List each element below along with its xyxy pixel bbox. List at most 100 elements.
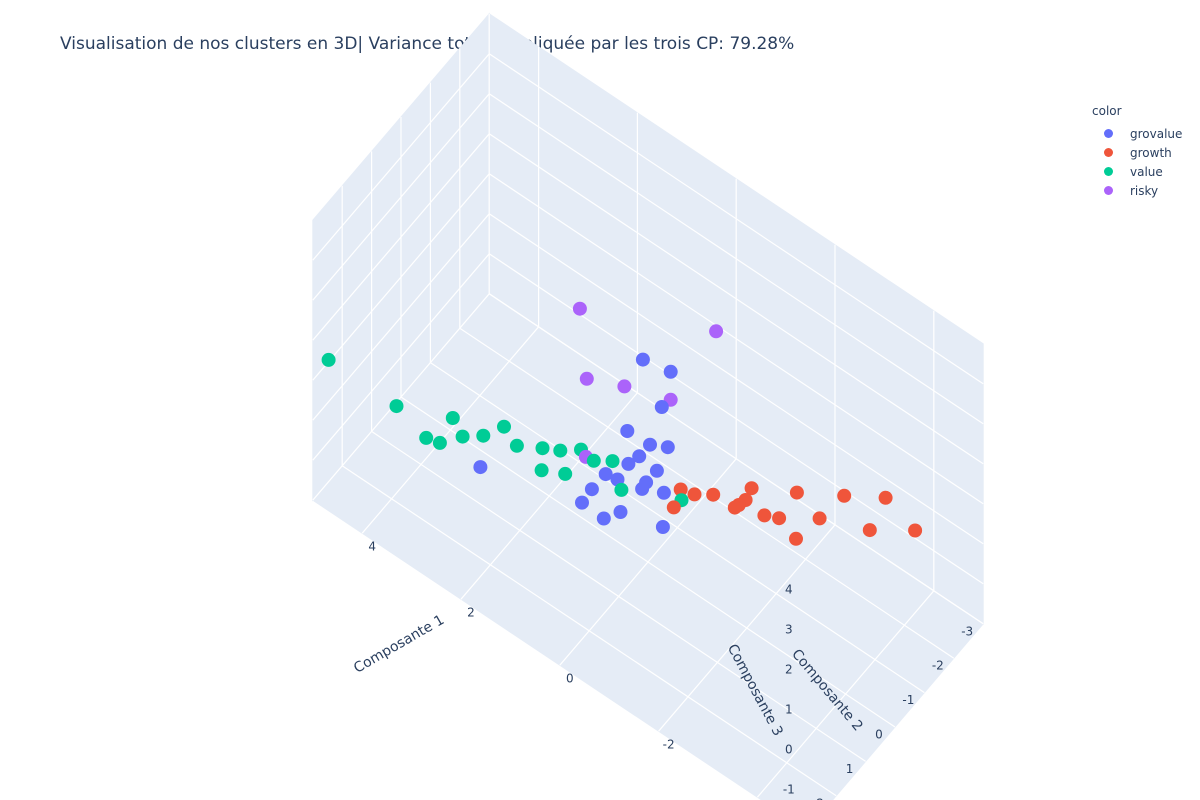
point-growth (789, 485, 804, 500)
x-tick-label: -2 (663, 738, 675, 752)
legend-marker-icon (1104, 186, 1113, 195)
z-grid-wall-y (488, 253, 984, 585)
point-grovalue (621, 456, 636, 471)
z-grid-wall-x (312, 253, 490, 461)
point-value (534, 463, 549, 478)
legend-item-grovalue[interactable]: grovalue (1092, 124, 1182, 143)
point-growth (744, 481, 759, 496)
point-value (558, 466, 573, 481)
point-risky (709, 324, 724, 339)
axis-panes (312, 12, 984, 800)
z-tick-label: -1 (783, 783, 795, 797)
point-growth (789, 531, 803, 546)
point-risky (617, 379, 632, 394)
point-grovalue (660, 440, 675, 455)
legend-label: grovalue (1130, 126, 1183, 141)
legend-title: color (1092, 104, 1122, 118)
y-tick-label: -2 (932, 659, 944, 673)
point-growth (772, 511, 787, 526)
legend-item-risky[interactable]: risky (1092, 181, 1182, 200)
z-grid-wall-x (312, 173, 490, 381)
point-grovalue (473, 460, 488, 475)
point-value (535, 441, 550, 456)
point-grovalue (620, 424, 635, 438)
point-growth (727, 500, 742, 515)
point-grovalue (635, 481, 650, 496)
z-grid-wall-y (488, 173, 984, 505)
point-grovalue (635, 352, 650, 367)
point-growth (908, 523, 923, 538)
point-grovalue (643, 437, 657, 452)
point-grovalue (613, 505, 628, 519)
legend: color grovalue growth value risky (1092, 104, 1182, 200)
z-tick-label: 4 (785, 583, 793, 597)
point-growth (666, 500, 681, 515)
z-grid-wall-x (312, 293, 490, 501)
x-tick-label: 4 (368, 540, 376, 554)
point-grovalue (656, 485, 671, 500)
point-value (605, 454, 620, 469)
z-grid-wall-y (488, 133, 984, 465)
x-tick-label: 2 (467, 606, 475, 620)
point-value (553, 443, 568, 458)
y-grid-floor (371, 430, 866, 762)
z-tick-label: 0 (785, 743, 793, 757)
point-growth (757, 508, 772, 523)
point-growth (812, 511, 827, 526)
legend-items: grovalue growth value risky (1092, 124, 1182, 200)
point-value (476, 428, 491, 443)
z-grid-wall-x (312, 53, 490, 261)
y-grid-floor (341, 465, 837, 797)
legend-label: value (1130, 164, 1163, 179)
point-grovalue (649, 463, 664, 478)
legend-marker-icon (1104, 148, 1113, 157)
y-tick-label: 0 (875, 728, 883, 742)
point-value (586, 453, 601, 468)
legend-item-growth[interactable]: growth (1092, 143, 1182, 162)
y-tick-label: -3 (961, 624, 973, 638)
z-grid-wall-x (312, 93, 490, 301)
x-tick-label: 0 (566, 672, 574, 686)
point-value (445, 411, 460, 425)
data-points (321, 301, 923, 546)
y-tick-label: 1 (846, 762, 854, 776)
point-value (497, 419, 511, 434)
legend-item-value[interactable]: value (1092, 162, 1182, 181)
z-tick-label: 3 (785, 623, 793, 637)
z-grid-wall-x (312, 133, 490, 341)
point-grovalue (596, 511, 611, 526)
point-growth (687, 487, 702, 502)
point-growth (673, 482, 688, 497)
point-growth (878, 490, 893, 505)
y-tick-label: -1 (902, 693, 914, 707)
point-grovalue (598, 467, 613, 482)
point-value (432, 435, 447, 450)
y-grid-floor (400, 396, 896, 728)
z-grid-wall-y (488, 53, 984, 385)
z-tick-label: 2 (785, 663, 793, 677)
legend-label: risky (1130, 183, 1159, 198)
point-value (509, 438, 524, 453)
grid-lines (312, 13, 984, 798)
point-value (321, 352, 336, 367)
x-axis-title: Composante 1 (351, 612, 447, 677)
legend-marker-icon (1104, 129, 1113, 138)
point-growth (706, 487, 721, 502)
point-grovalue (663, 364, 678, 379)
z-tick-label: 1 (785, 703, 793, 717)
y-grid-floor (430, 362, 925, 694)
point-risky (572, 301, 587, 316)
point-grovalue (654, 400, 669, 414)
z-grid-wall-y (488, 93, 984, 425)
chart-title: Visualisation de nos clusters en 3D| Var… (60, 34, 795, 54)
point-growth (837, 488, 852, 503)
legend-label: growth (1130, 145, 1172, 160)
point-value (614, 482, 629, 497)
point-grovalue (584, 482, 599, 497)
legend-marker-icon (1104, 167, 1113, 176)
z-grid-wall-y (488, 293, 984, 625)
point-grovalue (632, 449, 647, 464)
z-grid-wall-y (488, 213, 984, 545)
